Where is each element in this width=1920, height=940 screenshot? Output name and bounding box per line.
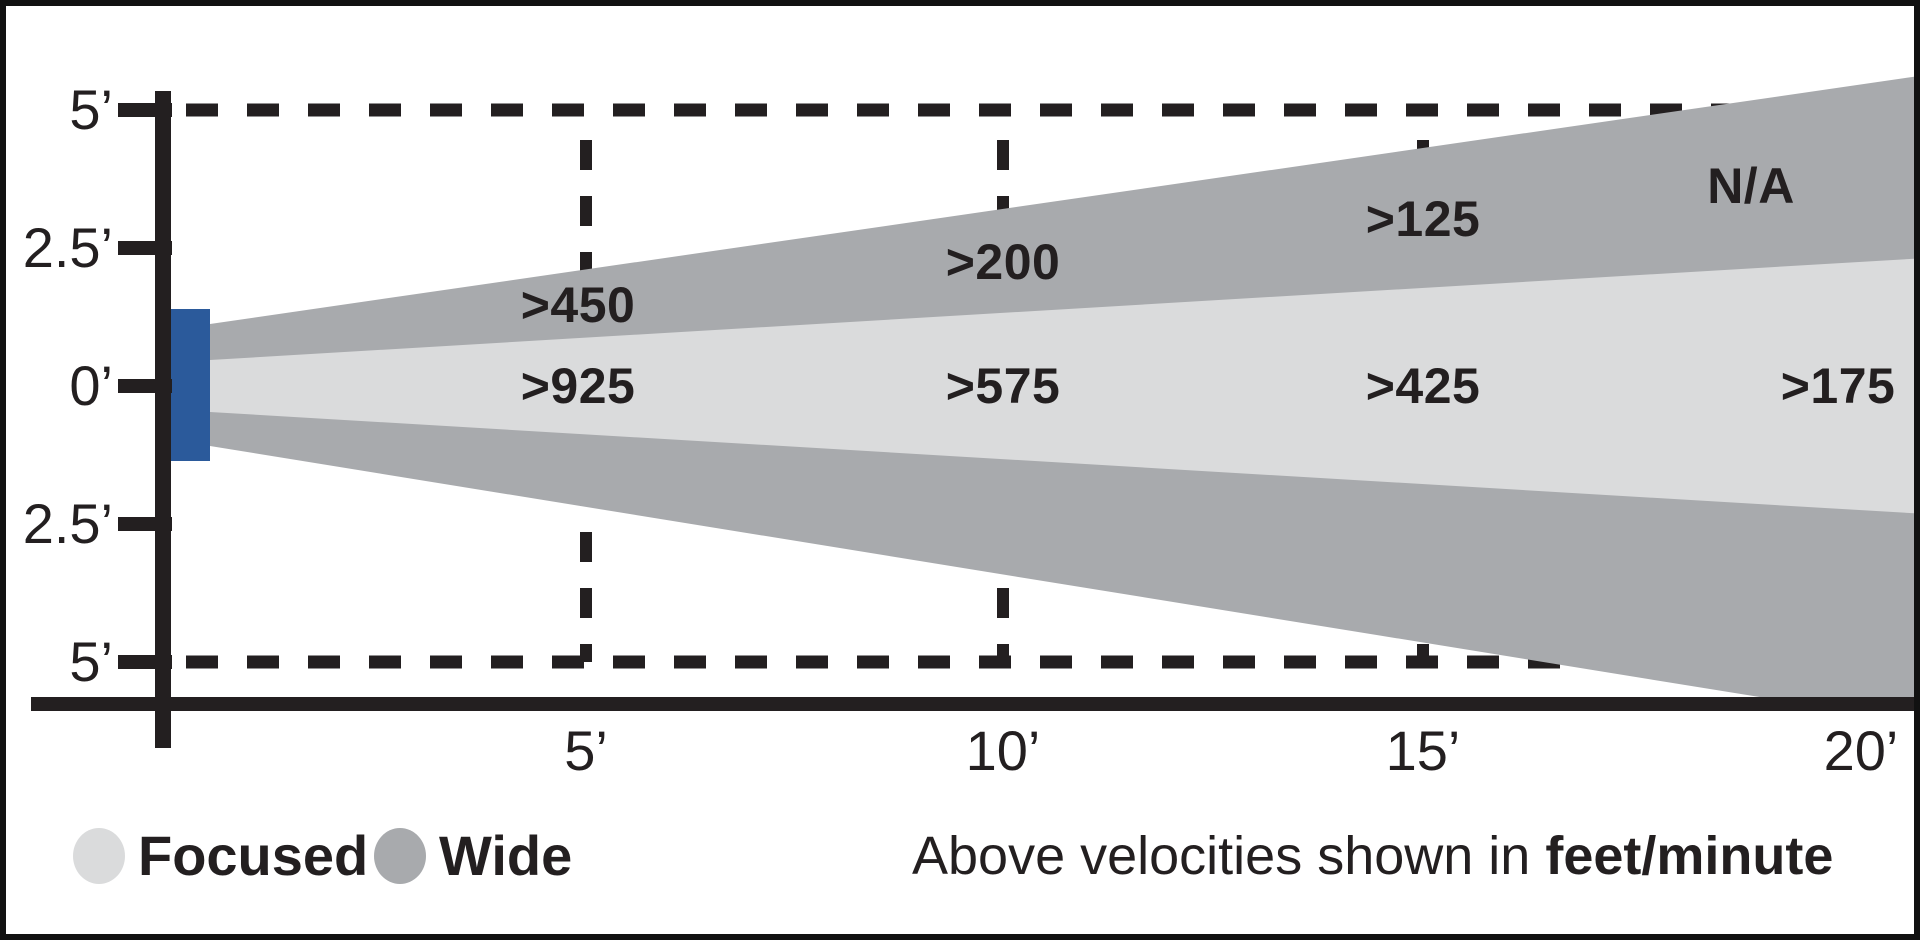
- x-axis-line: [31, 697, 1914, 711]
- x-axis-label-20ft: 20’: [1823, 719, 1899, 782]
- x-axis-label-15ft: 15’: [1385, 719, 1461, 782]
- note-bold-units: feet/minute: [1545, 826, 1834, 886]
- legend-swatch-focused: [73, 828, 125, 884]
- y-axis-line: [155, 91, 171, 748]
- wide-velocity-5ft: >450: [520, 277, 636, 333]
- legend-label-wide: Wide: [439, 824, 573, 887]
- velocity-units-note: Above velocities shown in feet/minute: [912, 829, 1833, 883]
- x-axis-label-10ft: 10’: [965, 719, 1041, 782]
- y-axis-label-0ft: 0’: [69, 354, 113, 417]
- y-tick-2-5ft-top: [118, 241, 172, 255]
- wide-velocity-10ft: >200: [945, 234, 1061, 290]
- focused-velocity-10ft: >575: [945, 358, 1061, 414]
- legend-label-focused: Focused: [138, 824, 369, 887]
- legend-swatch-wide: [374, 828, 426, 884]
- focused-cone-area: [210, 258, 1914, 514]
- note-regular-text: Above velocities shown in: [912, 826, 1546, 886]
- y-tick-0ft: [118, 379, 172, 393]
- below-axis-mask: [6, 711, 1914, 934]
- wide-velocity-20ft: N/A: [1707, 158, 1795, 214]
- focused-velocity-20ft: >175: [1780, 358, 1896, 414]
- focused-velocity-5ft: >925: [520, 358, 636, 414]
- x-axis-label-5ft: 5’: [564, 719, 608, 782]
- focused-velocity-15ft: >425: [1365, 358, 1481, 414]
- y-axis-label-5ft-top: 5’: [69, 78, 113, 141]
- y-tick-5ft-bottom: [118, 655, 172, 669]
- y-tick-5ft-top: [118, 103, 172, 117]
- y-axis-label-2-5ft-bottom: 2.5’: [22, 492, 113, 555]
- y-axis-label-5ft-bottom: 5’: [69, 630, 113, 693]
- chart-canvas: [6, 76, 1914, 934]
- y-tick-2-5ft-bottom: [118, 517, 172, 531]
- wide-velocity-15ft: >125: [1365, 191, 1481, 247]
- fan-icon: [169, 309, 210, 461]
- y-axis-label-2-5ft-top: 2.5’: [22, 216, 113, 279]
